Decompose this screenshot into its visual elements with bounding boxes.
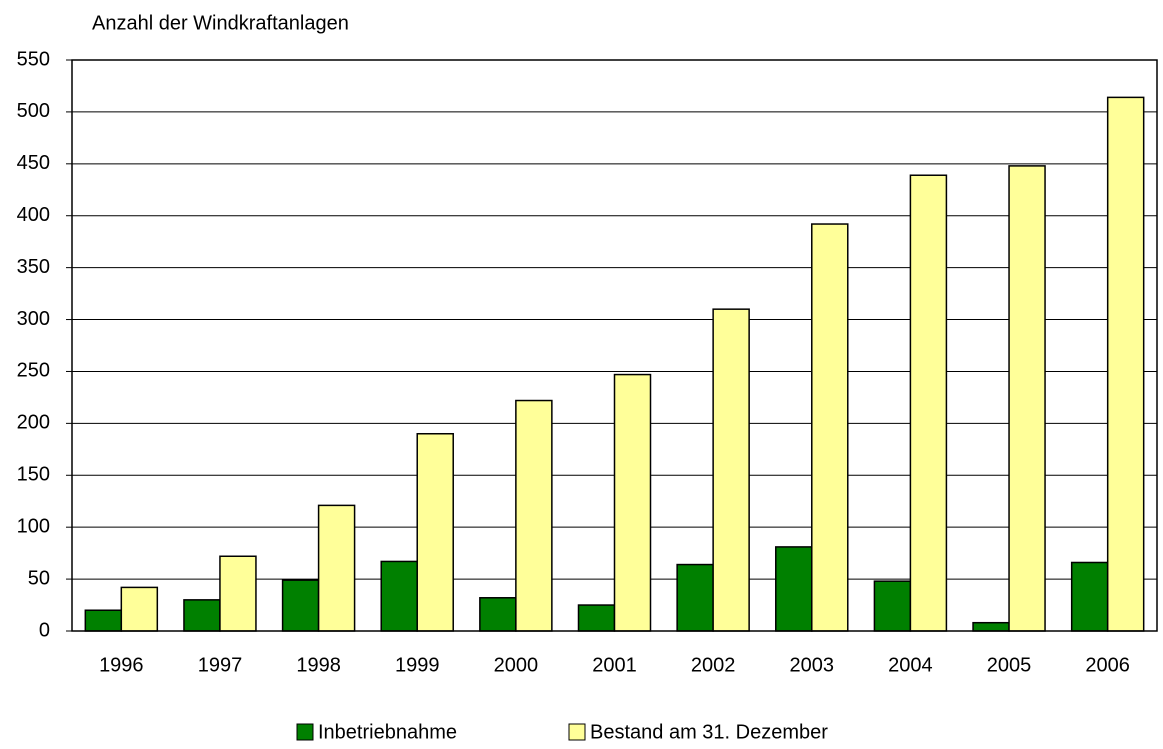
x-tick-label: 1998 [296, 654, 341, 676]
bar [281, 579, 320, 632]
bar [873, 580, 912, 632]
y-tick-label: 550 [17, 48, 50, 70]
x-tick-label: 2005 [987, 654, 1032, 676]
x-tick-label: 1999 [395, 654, 440, 676]
bar [775, 546, 813, 632]
legend-swatch [296, 723, 314, 741]
x-tick-label: 2004 [888, 654, 933, 676]
x-tick-label: 1997 [198, 654, 243, 676]
y-tick-label: 250 [17, 360, 50, 382]
bar [479, 597, 517, 632]
bar [84, 609, 123, 632]
y-tick-label: 150 [17, 464, 50, 486]
x-tick-label: 2000 [494, 654, 539, 676]
x-tick-label: 1996 [99, 654, 144, 676]
bar [120, 586, 159, 632]
y-tick-label: 100 [17, 515, 50, 537]
y-tick-label: 350 [17, 256, 50, 278]
bar [416, 432, 454, 632]
x-tick-label: 2003 [790, 654, 835, 676]
bar [909, 174, 948, 632]
bar [712, 308, 750, 632]
y-tick-label: 450 [17, 152, 50, 174]
bar [1070, 561, 1109, 632]
bar [676, 563, 714, 632]
bar [219, 555, 257, 632]
bar [515, 399, 553, 632]
y-tick-label: 0 [39, 619, 50, 641]
y-tick-label: 200 [17, 412, 50, 434]
bar [1008, 165, 1046, 632]
y-tick-label: 300 [17, 308, 50, 330]
bar [577, 604, 616, 632]
plot-border [71, 59, 1158, 632]
y-tick-label: 500 [17, 100, 50, 122]
bar [317, 504, 356, 632]
bar [811, 223, 849, 632]
x-tick-label: 2006 [1085, 654, 1130, 676]
y-tick-label: 50 [28, 567, 50, 589]
legend-swatch [568, 723, 586, 741]
bar [972, 621, 1010, 632]
bar [380, 560, 418, 632]
bar [613, 373, 652, 632]
bar [1106, 96, 1145, 632]
x-tick-label: 2001 [592, 654, 637, 676]
bar [183, 599, 221, 632]
legend-label: Bestand am 31. Dezember [590, 721, 828, 743]
legend-label: Inbetriebnahme [318, 721, 457, 743]
x-tick-label: 2002 [691, 654, 736, 676]
y-tick-label: 400 [17, 204, 50, 226]
y-axis-label: Anzahl der Windkraftanlagen [92, 12, 349, 34]
